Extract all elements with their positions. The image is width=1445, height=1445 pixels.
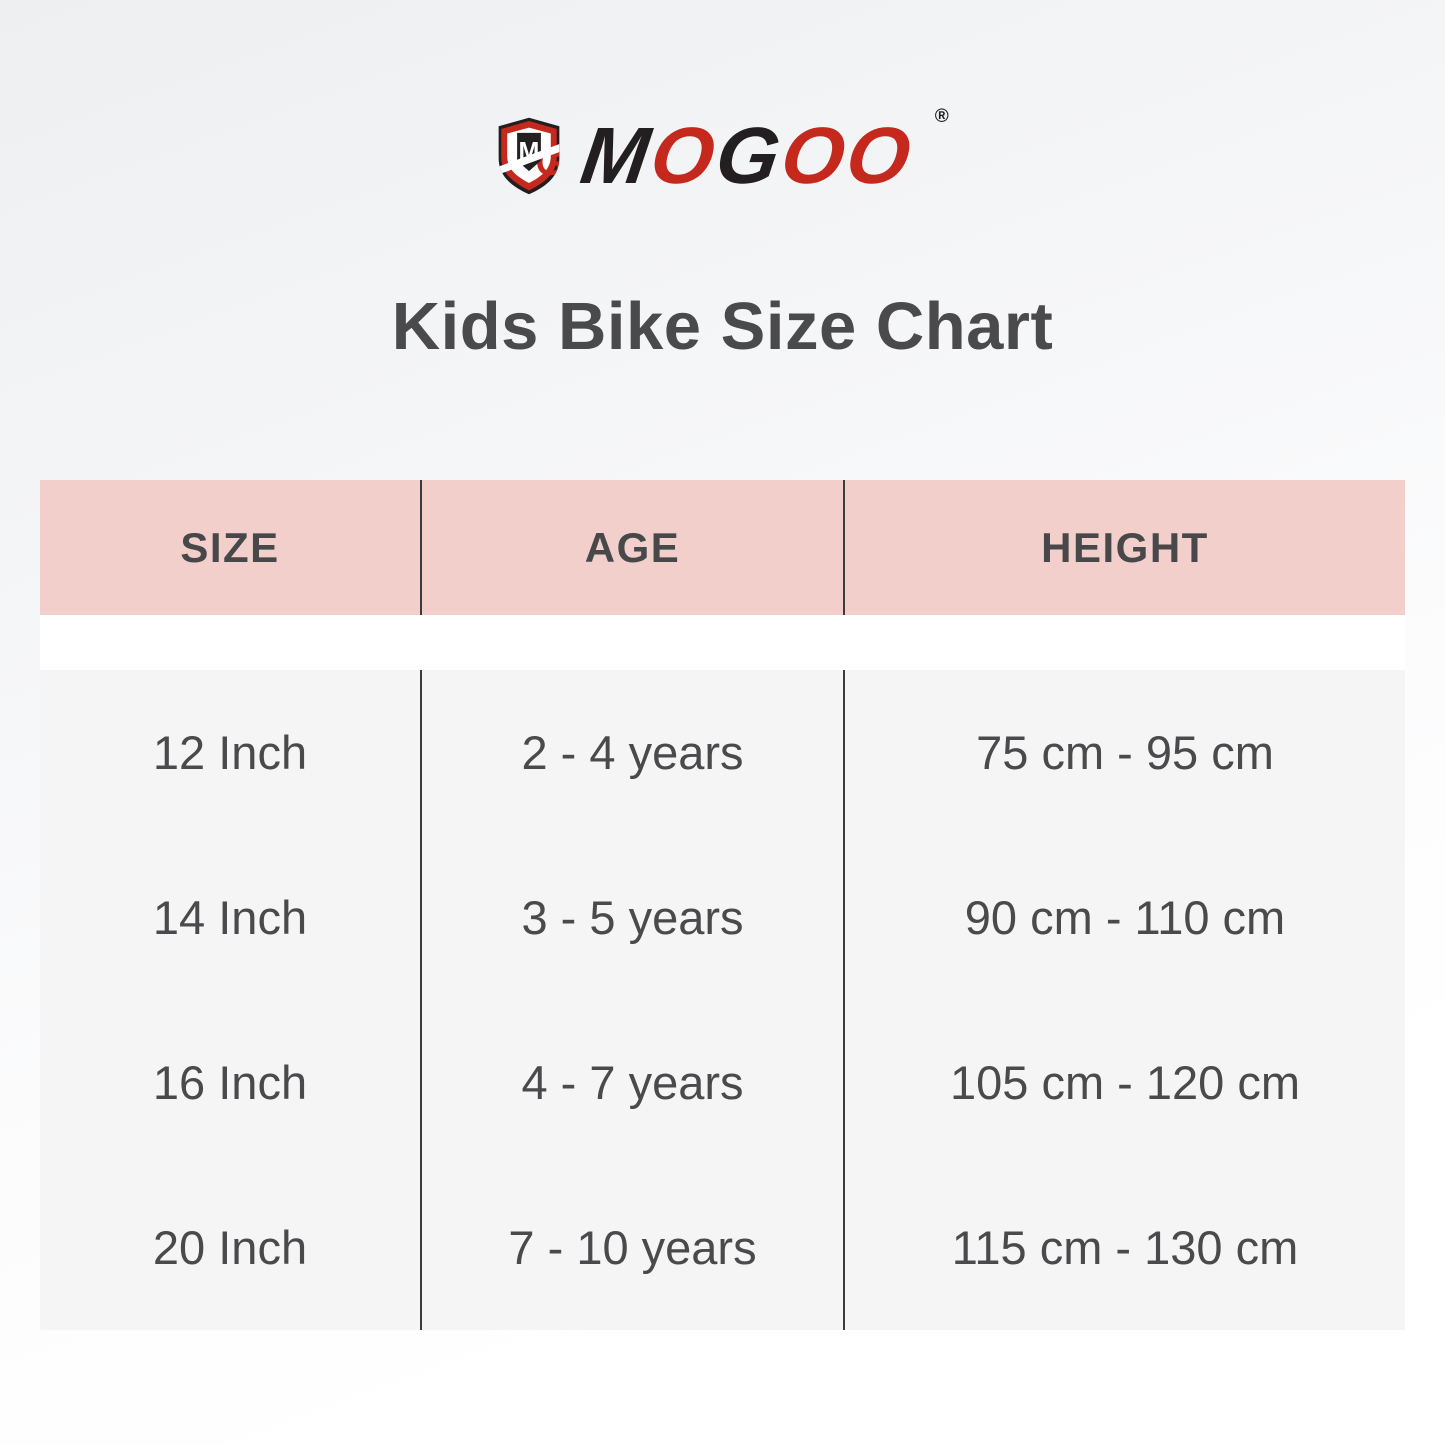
- table-body: 12 Inch 2 - 4 years 75 cm - 95 cm 14 Inc…: [40, 670, 1405, 1330]
- table-cell-size: 20 Inch: [40, 1165, 422, 1330]
- table-cell-size: 12 Inch: [40, 670, 422, 835]
- page-title: Kids Bike Size Chart: [391, 289, 1054, 364]
- table-cell-size: 16 Inch: [40, 1000, 422, 1165]
- table-cell-height: 105 cm - 120 cm: [949, 1056, 1301, 1109]
- table-cell-age: 2 - 4 years: [422, 670, 845, 835]
- table-cell-size: 14 Inch: [40, 835, 422, 1000]
- registered-trademark-symbol: ®: [934, 106, 949, 127]
- table-cell-age: 7 - 10 years: [422, 1165, 845, 1330]
- header-cell-height: HEIGHT: [1041, 523, 1209, 571]
- brand-letter: O: [645, 111, 724, 200]
- brand-letter: M: [576, 111, 659, 200]
- brand-letter: O: [776, 111, 854, 200]
- table-cell-height: 75 cm - 95 cm: [976, 726, 1274, 779]
- header-cell-size: SIZE: [40, 480, 422, 615]
- brand-letter: O: [841, 111, 920, 200]
- table-header-row: SIZE AGE HEIGHT: [40, 480, 1405, 615]
- mogoo-shield-icon: G M: [498, 117, 560, 195]
- table-header-body-gap: [40, 615, 1405, 670]
- table-cell-age: 3 - 5 years: [422, 835, 845, 1000]
- brand-letter: G: [710, 111, 789, 200]
- header-cell-age: AGE: [422, 480, 845, 615]
- table-cell-height: 90 cm - 110 cm: [964, 891, 1286, 944]
- table-cell-height: 115 cm - 130 cm: [951, 1221, 1299, 1274]
- table-cell-age: 4 - 7 years: [422, 1000, 845, 1165]
